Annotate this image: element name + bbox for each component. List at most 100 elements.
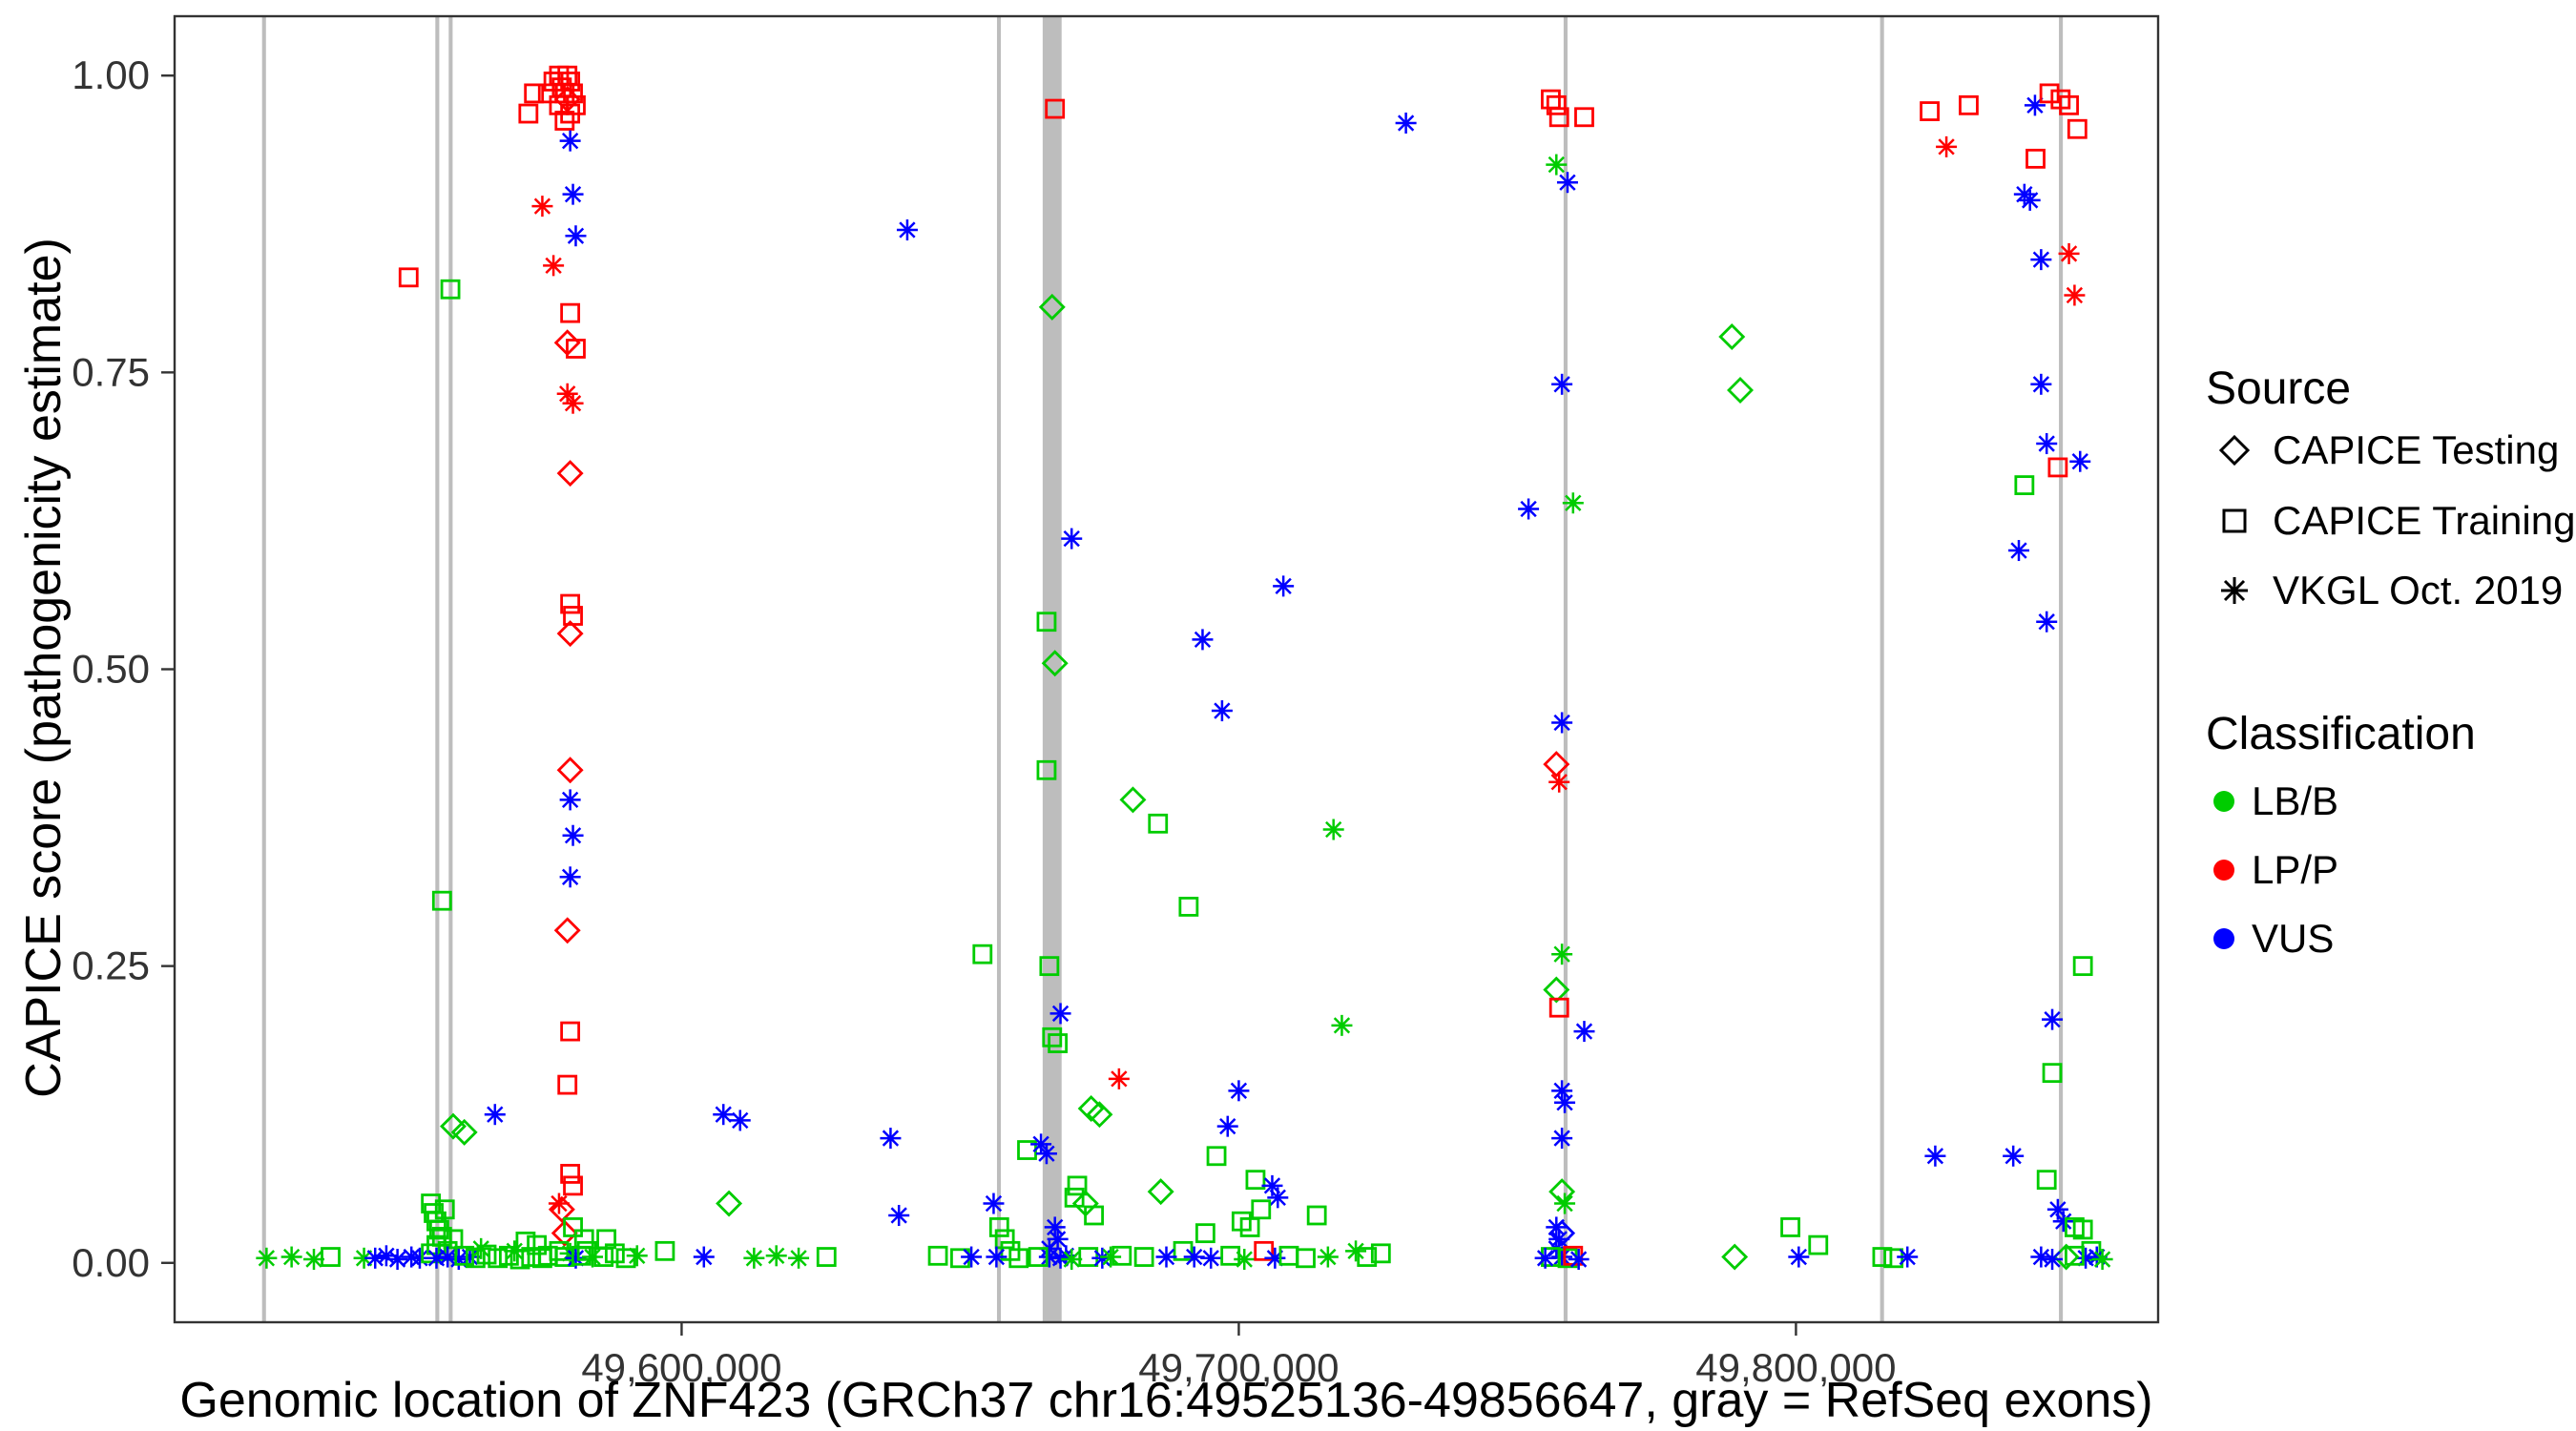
exon-bands (261, 16, 2064, 1322)
data-point (1370, 1243, 1391, 1264)
data-point (450, 1118, 478, 1146)
data-point (573, 1229, 594, 1250)
legend-item-label: CAPICE Training (2273, 498, 2576, 543)
data-point (1546, 94, 1567, 115)
data-point (2042, 1063, 2063, 1084)
data-point (1147, 1178, 1174, 1206)
data-point (1084, 1205, 1104, 1226)
data-point (896, 219, 918, 241)
data-point (1568, 1249, 1589, 1271)
legend-item-label: LB/B (2252, 778, 2339, 823)
data-point (1045, 98, 1066, 119)
data-point (1038, 293, 1066, 321)
data-point (2030, 373, 2052, 395)
data-point (2052, 1211, 2074, 1233)
y-tick-label: 1.00 (72, 52, 150, 97)
y-tick-label: 0.75 (72, 349, 150, 394)
data-point (816, 1247, 837, 1267)
data-point (524, 83, 545, 104)
data-point (1548, 997, 1569, 1018)
data-point (559, 789, 581, 811)
data-point (551, 1219, 578, 1247)
data-point (693, 1246, 715, 1268)
data-point (421, 1243, 442, 1264)
data-point (556, 757, 584, 784)
data-point (2047, 457, 2068, 478)
data-point (398, 267, 419, 288)
data-point (1008, 1248, 1029, 1269)
x-axis-title: Genomic location of ZNF423 (GRCh37 chr16… (179, 1373, 2153, 1428)
data-point (765, 1245, 787, 1267)
data-point (1239, 1217, 1260, 1237)
data-point (1200, 1247, 1222, 1269)
data-point (443, 1229, 464, 1250)
exon-band (448, 16, 453, 1322)
data-point (1067, 1175, 1088, 1196)
data-point (1055, 1245, 1077, 1267)
data-point (1331, 1014, 1353, 1036)
legend-item-lbb: LB/B (2213, 778, 2338, 824)
data-point (1251, 1199, 1272, 1220)
data-point (626, 1245, 648, 1267)
red-dot-icon (2213, 860, 2234, 881)
data-point (1721, 1243, 1749, 1271)
y-tick-label: 0.25 (72, 944, 150, 988)
data-point (2072, 1219, 2093, 1240)
data-point (476, 1244, 497, 1265)
data-point (596, 1229, 616, 1250)
data-point (556, 620, 584, 648)
data-point (1808, 1234, 1829, 1255)
data-point (581, 1246, 603, 1268)
data-point (431, 890, 452, 911)
data-point (559, 130, 581, 152)
data-point (2036, 433, 2058, 455)
data-point (2025, 148, 2046, 169)
data-point (440, 279, 461, 300)
data-point (1041, 650, 1069, 677)
data-point (548, 1195, 575, 1223)
data-point (1317, 1246, 1339, 1268)
data-point (484, 1104, 506, 1126)
data-point (1245, 1170, 1266, 1191)
data-point (527, 1234, 547, 1255)
data-point (560, 593, 581, 614)
data-point (1541, 89, 1561, 110)
data-point (1228, 1080, 1250, 1102)
diamond-icon (2218, 434, 2251, 467)
data-point (1234, 1249, 1256, 1271)
blue-dot-icon (2213, 928, 2234, 949)
data-point (566, 339, 586, 359)
data-point (1173, 1240, 1194, 1261)
data-point (1048, 1033, 1069, 1053)
data-point (1551, 1128, 1573, 1150)
data-point (553, 86, 581, 114)
data-point (386, 1249, 408, 1271)
data-point (1273, 575, 1295, 597)
exon-band (1042, 16, 1062, 1322)
data-point (888, 1204, 910, 1226)
data-point (1206, 1146, 1227, 1167)
data-point (1936, 135, 1958, 157)
data-point (988, 1217, 1009, 1237)
data-point (454, 1245, 475, 1266)
data-point (553, 329, 581, 357)
data-point (1548, 771, 1570, 793)
data-point (434, 1199, 455, 1220)
data-point (515, 1231, 536, 1252)
data-point (1395, 113, 1417, 135)
data-point (1727, 377, 1754, 404)
data-point (280, 1246, 302, 1268)
exon-band (1880, 16, 1884, 1322)
data-point (2058, 242, 2080, 264)
legend-item-vkgl: VKGL Oct. 2019 (2213, 568, 2563, 613)
data-point (1042, 1027, 1063, 1047)
data-point (713, 1104, 735, 1126)
data-point (1064, 1187, 1085, 1208)
data-point (729, 1110, 751, 1131)
data-point (1036, 759, 1057, 780)
data-point (1035, 1143, 1057, 1165)
data-point (1100, 1246, 1122, 1268)
y-tick-label: 0.00 (72, 1240, 150, 1285)
legend-item-vus: VUS (2213, 916, 2334, 962)
